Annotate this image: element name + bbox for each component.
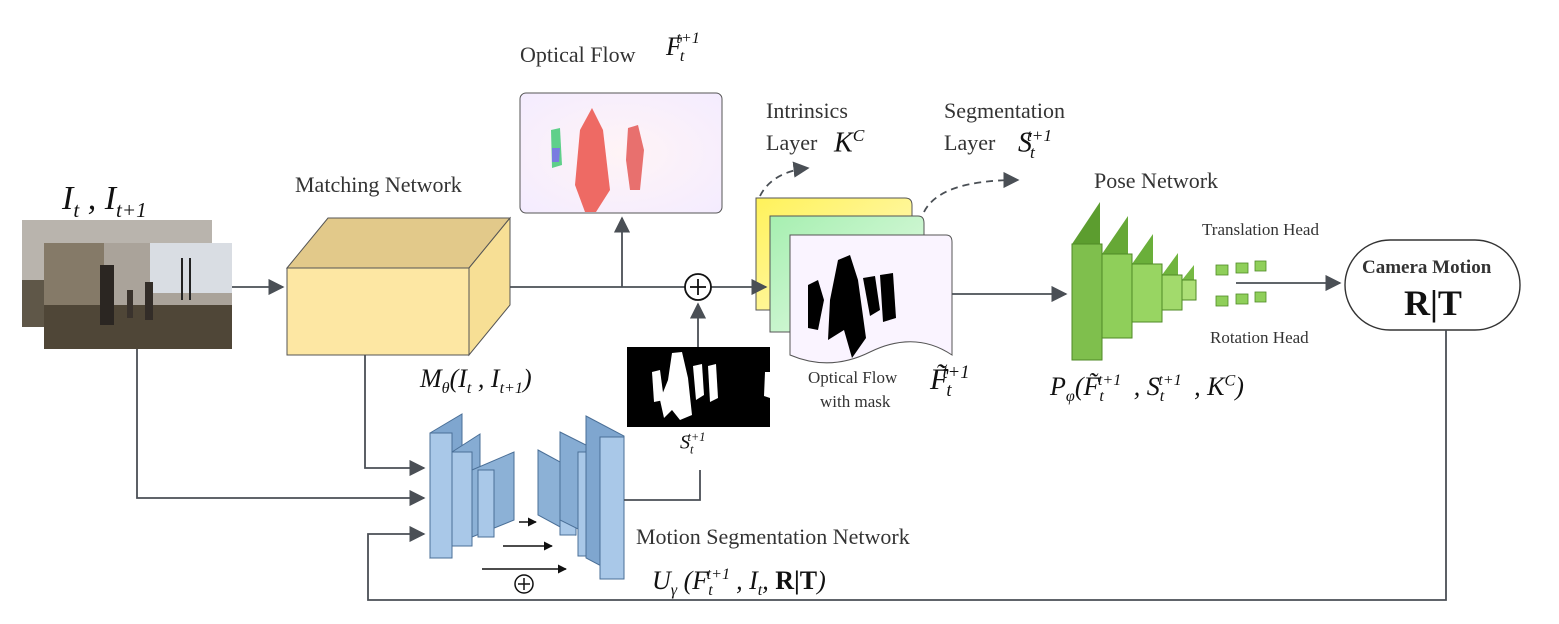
sum-node bbox=[684, 273, 712, 301]
matching-network-block bbox=[285, 216, 512, 357]
matching-network-label: Matching Network bbox=[295, 172, 462, 197]
pose-function: Pφ(F̃tt+1 , Stt+1 , KC) bbox=[1050, 372, 1244, 406]
optical-flow-with-mask-line2: with mask bbox=[820, 392, 891, 411]
optical-flow-label: Optical Flow bbox=[520, 42, 636, 67]
intrinsics-layer-label-line2: Layer bbox=[766, 130, 818, 155]
segmentation-layer-label-line2: Layer bbox=[944, 130, 996, 155]
masked-flow-symbol: F̃tt+1 bbox=[930, 362, 970, 401]
segmentation-mask-image bbox=[627, 347, 770, 427]
camera-motion-box bbox=[1344, 239, 1521, 331]
intrinsics-symbol: KC bbox=[834, 126, 865, 159]
intrinsics-layer-label-line1: Intrinsics bbox=[766, 98, 848, 123]
motion-segmentation-unet bbox=[429, 413, 625, 580]
pose-network-block bbox=[1071, 202, 1267, 361]
layer-stack bbox=[755, 197, 953, 364]
camera-motion-value: R|T bbox=[1404, 283, 1462, 323]
translation-head-label: Translation Head bbox=[1202, 220, 1319, 239]
skip-connections bbox=[482, 517, 567, 594]
motion-segmentation-function: Uγ (Ftt+1, It, R|T) bbox=[652, 566, 826, 600]
arrows bbox=[136, 161, 1447, 601]
optical-flow-with-mask-line1: Optical Flow bbox=[808, 368, 898, 387]
segmentation-output-symbol: Stt+1 bbox=[680, 430, 706, 457]
segmentation-layer-label-line1: Segmentation bbox=[944, 98, 1065, 123]
matching-function: Mθ(It , It+1) bbox=[420, 364, 532, 398]
optical-flow-symbol: Ftt+1 bbox=[666, 30, 700, 66]
segmentation-symbol: Stt+1 bbox=[1018, 126, 1053, 162]
input-frames bbox=[22, 220, 232, 349]
camera-motion-label: Camera Motion bbox=[1362, 257, 1492, 278]
rotation-head-label: Rotation Head bbox=[1210, 328, 1309, 347]
pose-network-label: Pose Network bbox=[1094, 168, 1219, 193]
optical-flow-image bbox=[519, 92, 723, 214]
motion-segmentation-network-label: Motion Segmentation Network bbox=[636, 524, 910, 549]
input-frames-label: It , It+1 bbox=[62, 180, 147, 222]
